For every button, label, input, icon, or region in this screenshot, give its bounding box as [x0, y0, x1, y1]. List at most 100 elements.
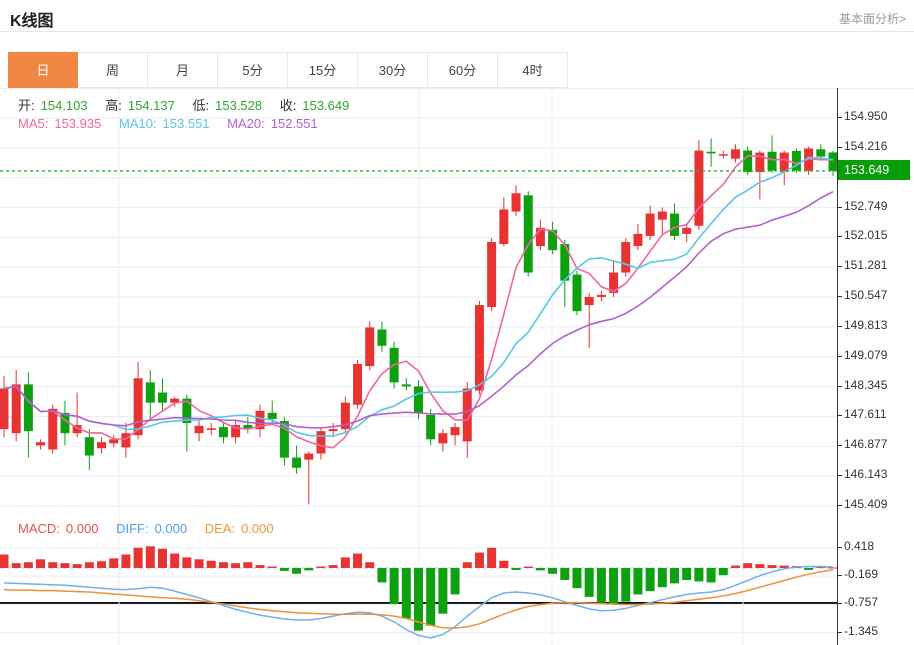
- close-label: 收:: [279, 98, 297, 113]
- candle-body: [401, 384, 411, 387]
- ma5-value: 153.935: [54, 116, 102, 131]
- y-axis-tick: 147.611: [844, 407, 887, 422]
- macd-bar: [292, 567, 302, 574]
- macd-bar: [560, 567, 570, 581]
- dea-label: DEA:: [204, 521, 236, 536]
- macd-bar: [97, 561, 107, 568]
- period-tabbar: 日周月 5分 15分 30分 60分 4时: [8, 52, 568, 88]
- candle-body: [304, 453, 314, 460]
- candle-body: [730, 149, 740, 159]
- macd-bar: [706, 567, 716, 583]
- macd-bar: [682, 567, 692, 581]
- macd-value: 0.000: [65, 521, 99, 536]
- candle-body: [438, 433, 448, 444]
- candle-body: [328, 429, 338, 432]
- candle-body: [231, 425, 241, 438]
- macd-bar: [474, 552, 484, 568]
- macd-bar: [340, 557, 350, 568]
- macd-bar: [450, 567, 460, 595]
- tab-日[interactable]: 日: [8, 52, 78, 88]
- macd-bar: [414, 567, 423, 631]
- macd-bar: [157, 548, 167, 568]
- axis-tickmark: [838, 146, 842, 148]
- candlestick-svg[interactable]: [0, 89, 837, 514]
- macd-bar: [609, 567, 619, 605]
- macd-bar: [743, 563, 753, 568]
- macd-bar: [499, 560, 509, 568]
- macd-bar: [657, 567, 667, 588]
- candle-body: [97, 442, 107, 449]
- y-axis-tick: -0.169: [844, 567, 879, 582]
- macd-bar: [633, 567, 643, 595]
- candle-body: [596, 294, 606, 297]
- macd-panel[interactable]: [0, 516, 837, 645]
- axis-tickmark: [838, 116, 842, 118]
- y-axis-tick: -0.757: [844, 595, 879, 610]
- y-axis-tick: 152.749: [844, 198, 888, 213]
- candle-body: [84, 437, 94, 456]
- candle-body: [206, 428, 216, 430]
- tab-5分[interactable]: 5分: [218, 52, 288, 88]
- macd-svg[interactable]: [0, 516, 837, 645]
- macd-bar: [535, 567, 545, 571]
- candle-body: [816, 149, 826, 157]
- ma10-line: [3, 156, 834, 437]
- macd-bar: [767, 565, 777, 568]
- candle-body: [426, 414, 436, 440]
- macd-bar: [267, 566, 277, 568]
- candle-body: [767, 151, 777, 171]
- macd-bar: [206, 560, 216, 568]
- candle-body: [292, 457, 302, 468]
- tab-月[interactable]: 月: [148, 52, 218, 88]
- candle-body: [450, 427, 460, 436]
- ma20-label: MA20:: [227, 116, 265, 131]
- macd-bar: [328, 565, 338, 568]
- high-value: 154.137: [127, 98, 175, 113]
- dea-value: 0.000: [241, 521, 274, 536]
- macd-bar: [584, 567, 594, 597]
- axis-tickmark: [838, 575, 842, 577]
- candle-body: [182, 398, 192, 424]
- axis-tickmark: [838, 385, 842, 387]
- candle-body: [548, 229, 558, 251]
- candle-body: [621, 242, 631, 273]
- tab-4时[interactable]: 4时: [498, 52, 568, 88]
- macd-bar: [401, 567, 411, 619]
- axis-tickmark: [838, 296, 842, 298]
- fundamental-analysis-link[interactable]: 基本面分析>: [838, 12, 906, 26]
- axis-tickmark: [838, 355, 842, 357]
- chart-area[interactable]: [0, 88, 914, 645]
- axis-tickmark: [838, 631, 842, 633]
- y-axis-tick: 151.281: [844, 258, 888, 273]
- candle-body: [694, 150, 704, 226]
- axis-tickmark: [838, 206, 842, 208]
- candle-body: [0, 388, 9, 430]
- tab-60分[interactable]: 60分: [428, 52, 498, 88]
- axis-tickmark: [838, 546, 842, 548]
- candle-body: [145, 382, 155, 403]
- macd-bar: [548, 567, 558, 574]
- candle-body: [48, 408, 58, 450]
- macd-bar: [231, 563, 241, 568]
- tab-周[interactable]: 周: [78, 52, 148, 88]
- candle-body: [645, 213, 655, 236]
- y-axis-tick: 152.015: [844, 228, 888, 243]
- tab-15分[interactable]: 15分: [288, 52, 358, 88]
- macd-bar: [23, 562, 33, 568]
- macd-bar: [316, 566, 326, 568]
- macd-bar: [462, 562, 472, 568]
- candle-body: [511, 193, 521, 212]
- macd-bar: [279, 567, 289, 571]
- tab-30分[interactable]: 30分: [358, 52, 428, 88]
- candlestick-panel[interactable]: [0, 89, 837, 514]
- macd-bar: [828, 567, 837, 569]
- y-axis-tick: 150.547: [844, 288, 888, 303]
- candle-body: [474, 305, 484, 391]
- macd-bar: [0, 554, 9, 568]
- diff-value: 0.000: [154, 521, 188, 536]
- open-label: 开:: [18, 98, 35, 113]
- y-axis-tick: 154.216: [844, 138, 888, 153]
- candle-body: [218, 427, 228, 438]
- macd-bar: [218, 562, 228, 568]
- macd-bar: [621, 567, 631, 602]
